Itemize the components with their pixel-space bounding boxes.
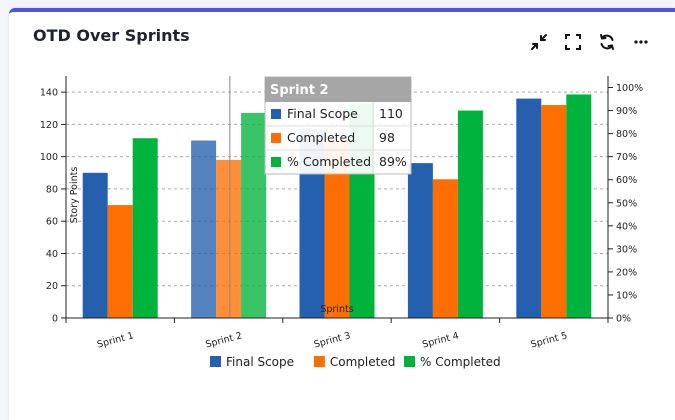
y-tick-label-1: 20 [46,281,58,292]
x-tick-label-4: Sprint 4 [421,330,460,350]
legend-swatch-3 [404,356,415,367]
legend-item-1[interactable]: Final Scope [210,355,294,369]
legend-item-3[interactable]: % Completed [404,355,501,369]
fullscreen-icon[interactable] [563,32,583,52]
tooltip-swatch-1 [271,109,281,119]
y2-tick-label-2: 20% [616,267,637,278]
x-axis-title: Sprints [320,304,353,315]
tooltip-swatch-3 [271,157,281,167]
y2-tick-label-3: 30% [616,244,637,255]
tooltip-label-2: Completed [287,130,355,145]
x-tick-label-2: Sprint 2 [204,330,243,350]
y2-tick-label-7: 70% [616,152,637,163]
y-tick-label-3: 60 [46,217,58,228]
y2-tick-label-1: 10% [616,290,637,301]
tooltip-label-3: % Completed [287,154,371,169]
legend-label-1: Final Scope [226,355,294,369]
tooltip-label-1: Final Scope [287,106,358,121]
bar--completed-1 [132,138,158,318]
bar-final-scope-5 [516,98,542,318]
collapse-arrows-icon[interactable] [529,32,549,52]
y2-tick-label-6: 60% [616,175,637,186]
tooltip-value-2: 98 [379,130,395,145]
bar-completed-2 [216,159,242,318]
y2-tick-label-5: 50% [616,198,637,209]
tooltip-swatch-2 [271,133,281,143]
y2-tick-label-0: 0% [616,314,631,325]
y-tick-label-4: 80 [46,184,58,195]
bar-final-scope-2 [191,140,217,318]
tooltip-header [265,77,411,102]
bar-final-scope-4 [407,163,433,318]
legend-swatch-1 [210,356,221,367]
bar-completed-1 [107,205,133,318]
card-toolbar [529,32,651,52]
tooltip: Sprint 2 Final Scope 110 Completed 98 % Compl… [264,76,412,175]
bar-final-scope-1 [82,172,108,318]
bar--completed-2 [241,112,267,318]
y-tick-label-2: 40 [46,249,58,260]
legend-swatch-2 [313,356,325,367]
bars-layer [82,76,592,319]
y-tick-label-7: 140 [40,88,58,99]
tooltip-value-3: 89% [379,154,407,169]
y-tick-label-0: 0 [52,314,58,325]
y2-tick-label-4: 40% [616,221,637,232]
tooltip-title: Sprint 2 [270,83,329,98]
y-tick-label-5: 100 [40,152,58,163]
y2-tick-label-8: 80% [616,129,637,140]
refresh-icon[interactable] [597,32,617,52]
legend-label-2: Completed [330,355,395,369]
card-title: OTD Over Sprints [33,26,190,45]
x-tick-label-3: Sprint 3 [313,330,352,350]
x-tick-label-5: Sprint 5 [530,330,569,350]
legend: Final Scope Completed % Completed [210,355,501,369]
y-tick-label-6: 120 [40,120,58,131]
legend-item-2[interactable]: Completed [313,355,395,369]
x-tick-label-1: Sprint 1 [96,330,135,350]
y2-tick-label-10: 100% [616,83,643,94]
bar-completed-5 [541,105,567,318]
bar-completed-4 [432,179,458,318]
legend-label-3: % Completed [420,355,501,369]
more-dots-icon[interactable] [631,32,651,52]
tooltip-value-1: 110 [379,106,403,121]
y-axis-title: Story Points [69,167,80,224]
y2-tick-label-9: 90% [616,106,637,117]
bar--completed-4 [457,110,483,318]
bar--completed-5 [566,94,592,318]
